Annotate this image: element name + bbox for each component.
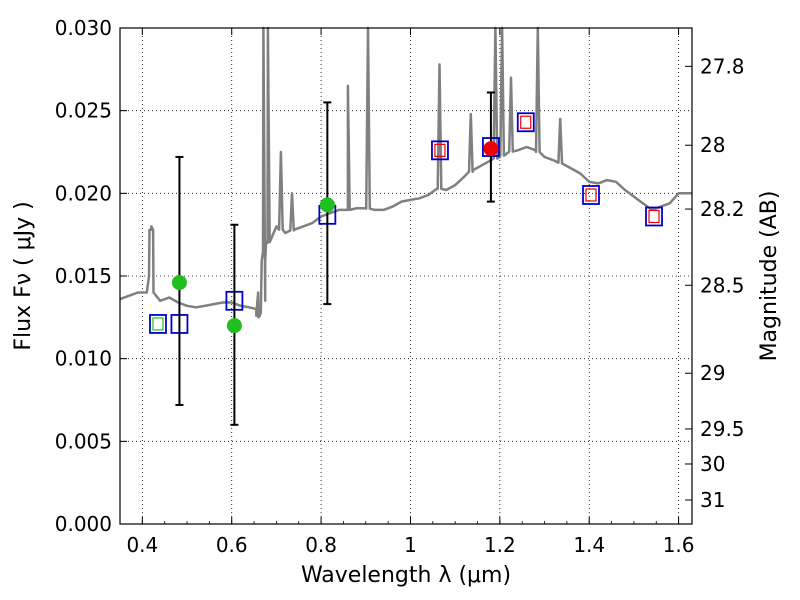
model-box-inner xyxy=(648,209,660,224)
y-axis-title-left: Flux Fν ( μJy ) xyxy=(11,201,36,350)
x-axis-title: Wavelength λ (μm) xyxy=(301,563,511,588)
mag-tick-label: 28.5 xyxy=(700,273,745,297)
x-tick-label: 0.8 xyxy=(305,533,337,557)
model-box-inner xyxy=(520,115,532,129)
model-box xyxy=(645,206,663,227)
x-tick-label: 1.2 xyxy=(484,533,516,557)
data-point xyxy=(226,318,242,334)
x-tick-label: 1.6 xyxy=(663,533,695,557)
observed-point-layer xyxy=(171,141,499,334)
y-axis-left: 0.000 0.005 0.010 0.015 0.020 0.025 0.030 xyxy=(55,16,127,536)
mag-tick-label: 28 xyxy=(700,133,725,157)
y-tick-label: 0.015 xyxy=(55,264,112,288)
model-box-inner xyxy=(434,143,446,157)
y-tick-label: 0.030 xyxy=(55,16,112,40)
y-tick-label: 0.020 xyxy=(55,181,112,205)
data-point xyxy=(319,197,335,213)
model-box xyxy=(582,185,600,205)
errorbar-layer xyxy=(175,91,495,426)
mag-tick-label: 29 xyxy=(700,361,725,385)
x-tick-label: 0.4 xyxy=(126,533,158,557)
y-axis-right-magnitude: 27.8 28 28.2 28.5 29 29.5 30 31 xyxy=(685,54,745,512)
grid-lines xyxy=(120,27,692,525)
plot-frame xyxy=(119,27,693,525)
model-box-inner xyxy=(152,317,164,331)
data-point xyxy=(171,275,187,291)
x-tick-label: 1 xyxy=(404,533,417,557)
model-box xyxy=(431,140,449,161)
model-box xyxy=(516,112,535,133)
model-box xyxy=(149,314,167,334)
y-tick-label: 0.010 xyxy=(55,347,112,371)
x-tick-label: 0.6 xyxy=(216,533,248,557)
spectrum-layer xyxy=(119,26,692,319)
spectrum-line xyxy=(119,26,692,319)
x-axis: 0.4 0.6 0.8 1 1.2 1.4 1.6 xyxy=(126,28,695,557)
y-axis-title-right: Magnitude (AB) xyxy=(757,191,782,362)
model-box-layer xyxy=(149,112,663,334)
mag-tick-label: 30 xyxy=(700,452,725,476)
mag-tick-label: 31 xyxy=(700,488,725,512)
mag-tick-label: 27.8 xyxy=(700,54,745,78)
model-box-inner xyxy=(585,188,597,202)
x-tick-label: 1.4 xyxy=(573,533,605,557)
data-point xyxy=(483,141,499,157)
y-tick-label: 0.005 xyxy=(55,429,112,453)
mag-tick-label: 28.2 xyxy=(700,197,745,221)
y-tick-label: 0.025 xyxy=(55,99,112,123)
mag-tick-label: 29.5 xyxy=(700,417,745,441)
y-tick-label: 0.000 xyxy=(55,512,112,536)
